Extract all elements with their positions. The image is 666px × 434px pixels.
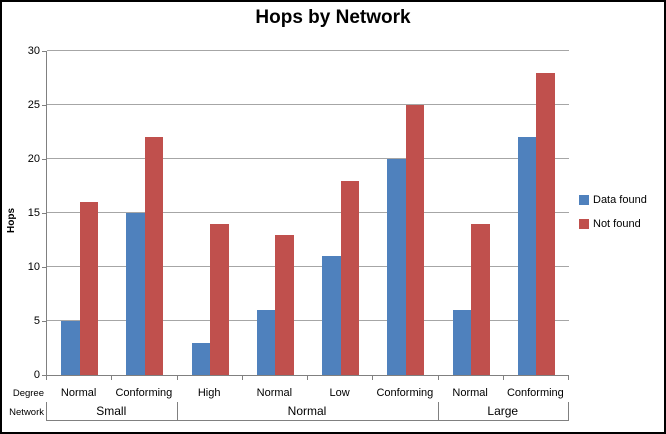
x-tick-mark [502,375,504,380]
degree-tick-label: High [197,387,221,399]
plot-area [46,50,569,376]
network-group-label: Small [96,404,127,418]
legend: Data found Not found [579,194,647,242]
bar-data-found [191,342,211,375]
network-bracket-separator [46,402,47,421]
y-tick-label: 5 [33,315,40,327]
legend-label: Not found [593,218,641,230]
network-bracket-separator [437,402,439,421]
gridline [47,320,569,321]
bar-not-found [275,234,294,375]
degree-tick-label: Normal [60,387,97,399]
axis-level-label-network: Network [9,407,44,418]
x-tick-mark [176,375,178,380]
bar-not-found [144,137,164,375]
degree-tick-label: Conforming [115,387,173,399]
bar-data-found [61,321,80,375]
bar-not-found [536,72,555,375]
bar-not-found [471,223,490,375]
network-bracket-separator [568,402,569,421]
x-tick-mark [46,375,47,380]
y-tick-label: 0 [33,369,40,381]
y-tick-mark [42,267,46,268]
x-tick-mark [307,375,308,380]
axis-level-label-degree: Degree [12,388,44,399]
degree-tick-label: Normal [452,387,488,399]
y-tick-mark [42,321,46,322]
x-tick-mark [372,375,374,380]
y-tick-label: 20 [27,153,40,165]
bar-data-found [126,213,145,375]
gridline [47,158,569,159]
gridline [47,50,569,51]
network-bracket-separator [176,402,178,421]
x-tick-mark [111,375,113,380]
degree-tick-label: Normal [256,387,293,399]
network-group-label: Large [487,404,519,418]
bar-data-found [322,256,341,375]
y-tick-mark [42,105,46,106]
x-tick-mark [241,375,243,380]
legend-swatch-data-found [579,195,589,205]
chart-title: Hops by Network [255,7,411,28]
y-tick-mark [42,159,46,160]
bar-data-found [517,137,537,375]
gridline [47,266,569,267]
y-tick-label: 30 [27,45,40,57]
y-tick-mark [42,51,46,52]
gridline [47,212,569,213]
bar-not-found [79,202,99,375]
y-tick-label: 25 [27,99,40,111]
legend-label: Data found [593,194,647,206]
bar-data-found [256,310,276,375]
x-tick-mark [437,375,439,380]
legend-item-data-found: Data found [579,194,647,206]
bar-data-found [387,159,406,375]
degree-tick-label: Conforming [506,387,564,399]
y-tick-mark [42,375,46,376]
y-tick-label: 15 [27,207,40,219]
degree-tick-label: Conforming [376,387,434,399]
network-bracket-line [46,420,568,421]
y-tick-label: 10 [27,261,40,273]
bar-not-found [340,180,360,375]
legend-swatch-not-found [579,219,589,229]
bar-data-found [452,310,472,375]
legend-item-not-found: Not found [579,218,647,230]
gridline [47,104,569,105]
network-group-label: Normal [287,404,327,418]
bar-not-found [210,223,229,375]
bar-not-found [405,105,425,375]
y-tick-mark [42,213,46,214]
degree-tick-label: Low [329,387,350,399]
x-tick-mark [568,375,569,380]
